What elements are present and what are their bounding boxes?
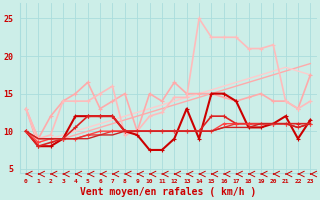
X-axis label: Vent moyen/en rafales ( km/h ): Vent moyen/en rafales ( km/h ): [80, 187, 256, 197]
